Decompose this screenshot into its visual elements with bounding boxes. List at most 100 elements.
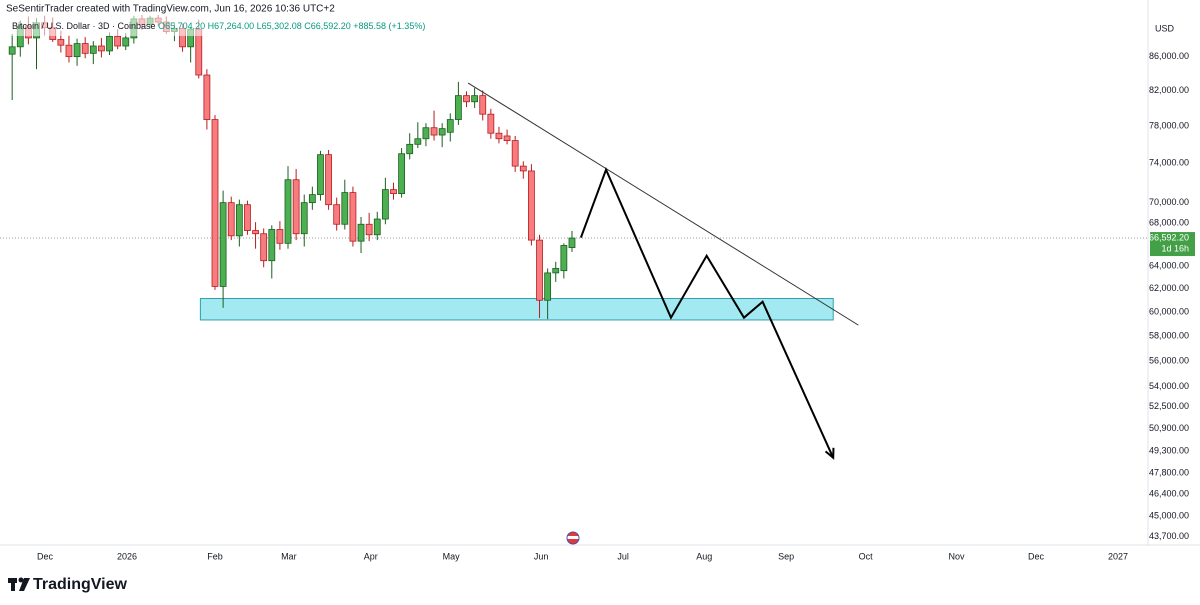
candle-body: [446, 119, 454, 133]
candle-body: [365, 223, 373, 236]
projection: [579, 167, 835, 459]
candle-body: [479, 95, 487, 115]
y-tick-label: 49,300.00: [1149, 446, 1189, 456]
candle-body: [414, 138, 422, 145]
candle-body: [284, 179, 292, 244]
candle-body: [463, 95, 470, 103]
brand: TradingView: [33, 576, 128, 593]
candle-body: [430, 127, 438, 136]
candle-body: [292, 179, 300, 235]
y-tick-label: 74,000.00: [1149, 158, 1189, 168]
y-tick-label: 46,400.00: [1149, 489, 1189, 499]
trendline: [467, 82, 859, 326]
candle-body: [471, 95, 479, 103]
candle-body: [528, 170, 535, 241]
ohlc: O65,704.20 H67,264.00 L65,302.08 C66,592…: [158, 21, 351, 31]
y-tick-label: 43,700.00: [1149, 531, 1189, 541]
plot-area: [0, 15, 1148, 460]
candle-body: [511, 140, 519, 167]
candle-body: [349, 192, 357, 242]
y-tick-label: 64,000.00: [1149, 261, 1189, 271]
candle-body: [235, 204, 243, 237]
candle-body: [98, 45, 105, 52]
x-tick-label: May: [443, 551, 461, 561]
candle-body: [503, 135, 511, 141]
y-tick-label: 60,000.00: [1149, 306, 1189, 316]
candle-body: [276, 229, 284, 244]
candle-body: [325, 154, 332, 206]
candle-body: [219, 202, 227, 287]
candle-body: [300, 202, 308, 235]
header-backdrop: [0, 0, 400, 36]
candle-body: [333, 204, 341, 225]
candle-body: [81, 43, 89, 54]
logo: [8, 577, 30, 591]
candle-body: [357, 223, 365, 242]
x-tick-label: Jul: [617, 551, 629, 561]
y-tick-label: 56,000.00: [1149, 355, 1189, 365]
y-tick-label: 68,000.00: [1149, 218, 1189, 228]
candle-body: [487, 113, 495, 134]
candle-body: [422, 127, 430, 140]
symbol: Bitcoin / U.S. Dollar · 3D · Coinbase: [12, 21, 156, 31]
x-tick-label: Aug: [696, 551, 712, 561]
candle-body: [390, 189, 397, 194]
x-tick-label: Apr: [364, 551, 378, 561]
candle-body: [536, 239, 543, 301]
y-tick-label: 54,000.00: [1149, 381, 1189, 391]
candle-body: [519, 165, 527, 172]
y-tick-label: 47,800.00: [1149, 468, 1189, 478]
candle-body: [373, 218, 381, 236]
candle-body: [268, 229, 276, 262]
candle-body: [438, 128, 446, 136]
countdown: 1d 16h: [1161, 243, 1189, 253]
candle-body: [398, 153, 405, 194]
candle-body: [308, 194, 316, 204]
y-tick-label: 58,000.00: [1149, 330, 1189, 340]
candle-body: [317, 154, 324, 195]
candle-body: [568, 237, 576, 248]
candle-body: [252, 230, 259, 235]
candle-body: [57, 39, 65, 46]
x-tick-label: Dec: [37, 551, 54, 561]
candle-body: [260, 233, 268, 262]
candle-body: [552, 268, 560, 274]
candle-body: [195, 28, 203, 76]
candle-body: [227, 202, 235, 237]
event-icon: [566, 531, 580, 545]
y-tick-label: 52,500.00: [1149, 401, 1189, 411]
x-tick-label: Oct: [859, 551, 874, 561]
candle-body: [65, 44, 73, 58]
candle-body: [381, 189, 389, 220]
y-tick-label: 86,000.00: [1149, 51, 1189, 61]
candle-body: [203, 74, 211, 120]
candle-body: [560, 245, 568, 272]
credit: SeSentirTrader created with TradingView.…: [6, 4, 335, 15]
candle-body: [89, 45, 97, 54]
last-price-box: [1150, 232, 1195, 257]
candle-body: [114, 35, 122, 47]
arrowhead: [824, 447, 835, 460]
y-tick-label: 70,000.00: [1149, 197, 1189, 207]
change: +885.58 (+1.35%): [353, 21, 425, 31]
candle-body: [244, 204, 251, 231]
symbol-legend: Bitcoin / U.S. Dollar · 3D · Coinbase O6…: [12, 21, 425, 31]
candle-body: [122, 37, 130, 47]
candle-body: [8, 46, 16, 55]
currency: USD: [1155, 23, 1175, 33]
y-tick-label: 62,000.00: [1149, 283, 1189, 293]
x-tick-label: Nov: [949, 551, 966, 561]
candle-body: [544, 272, 552, 301]
y-tick-label: 45,000.00: [1149, 510, 1189, 520]
candle-body: [454, 95, 462, 120]
x-tick-label: Sep: [778, 551, 794, 561]
x-tick-label: Mar: [281, 551, 297, 561]
y-tick-label: 50,900.00: [1149, 423, 1189, 433]
candle-body: [73, 43, 81, 58]
candle-body: [341, 192, 349, 225]
candle-body: [211, 119, 219, 287]
x-tick-label: Feb: [207, 551, 223, 561]
last-price-label: 66,592.20: [1149, 232, 1189, 242]
y-tick-label: 78,000.00: [1149, 120, 1189, 130]
